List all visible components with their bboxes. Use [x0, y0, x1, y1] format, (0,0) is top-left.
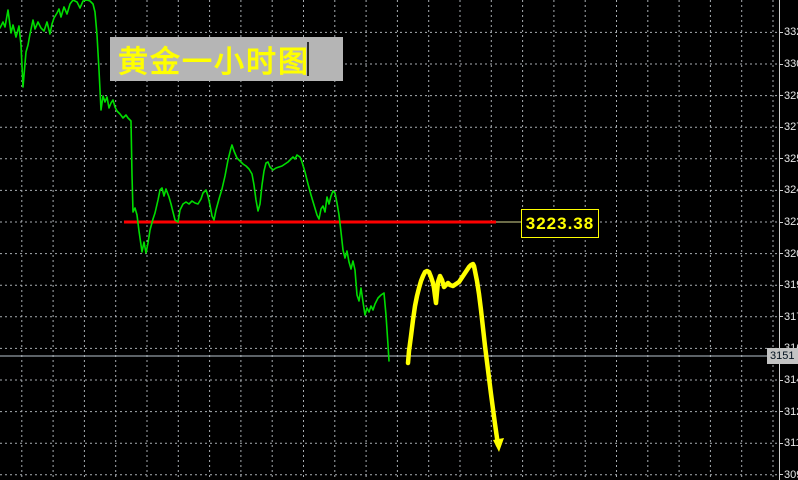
axis-tick: [779, 379, 783, 381]
axis-tick: [779, 126, 783, 128]
axis-price-text: 332: [784, 26, 798, 39]
axis-price-label: 311: [779, 437, 798, 449]
axis-tick: [779, 284, 783, 286]
hline-price-value: 3223.38: [525, 213, 595, 233]
axis-price-label: 309: [779, 469, 798, 480]
axis-price-text: 317: [784, 310, 798, 323]
axis-price-text: 320: [784, 247, 798, 260]
axis-price-text: 328: [784, 89, 798, 102]
hline-price-flag[interactable]: 3223.38: [521, 209, 599, 238]
axis-price-label: 320: [779, 248, 798, 260]
axis-price-text: 330: [784, 58, 798, 70]
text-cursor: [307, 42, 309, 76]
axis-tick: [779, 474, 783, 476]
chart-title-object[interactable]: 黄金一小时图: [110, 37, 343, 81]
axis-price-label: 319: [779, 279, 798, 291]
axis-tick: [779, 316, 783, 318]
axis-price-label: 324: [779, 184, 798, 196]
axis-tick: [779, 63, 783, 65]
axis-price-label: 322: [779, 216, 798, 228]
axis-price-text: 309: [784, 468, 798, 480]
axis-price-text: 311: [784, 437, 798, 450]
axis-price-text: 325: [784, 152, 798, 165]
axis-price-label: 312: [779, 406, 798, 418]
axis-price-label: 327: [779, 121, 798, 133]
axis-price-text: 312: [784, 405, 798, 418]
axis-price-text: 319: [784, 279, 798, 292]
projection-drawing[interactable]: [405, 261, 501, 448]
axis-price-label: 314: [779, 374, 798, 386]
axis-tick: [779, 189, 783, 191]
axis-price-label: 317: [779, 311, 798, 323]
price-axis-border: [779, 0, 780, 480]
axis-price-text: 324: [784, 184, 798, 197]
arrow-down-icon[interactable]: [493, 438, 504, 452]
axis-price-text: 327: [784, 121, 798, 134]
axis-price-label: 325: [779, 153, 798, 165]
axis-tick: [779, 31, 783, 33]
axis-price-label: 328: [779, 90, 798, 102]
axis-tick: [779, 253, 783, 255]
bid-price-tag: 3151: [767, 348, 798, 364]
axis-price-text: 314: [784, 374, 798, 386]
axis-tick: [779, 411, 783, 413]
chart-title-text: 黄金一小时图: [118, 46, 310, 79]
axis-tick: [779, 158, 783, 160]
bid-price-value: 3151: [770, 350, 795, 362]
axis-price-label: 330: [779, 58, 798, 70]
axis-price-label: 332: [779, 26, 798, 38]
axis-price-text: 322: [784, 216, 798, 228]
axis-tick: [779, 442, 783, 444]
price-line-series: [0, 0, 390, 362]
axis-tick: [779, 221, 783, 223]
axis-tick: [779, 95, 783, 97]
